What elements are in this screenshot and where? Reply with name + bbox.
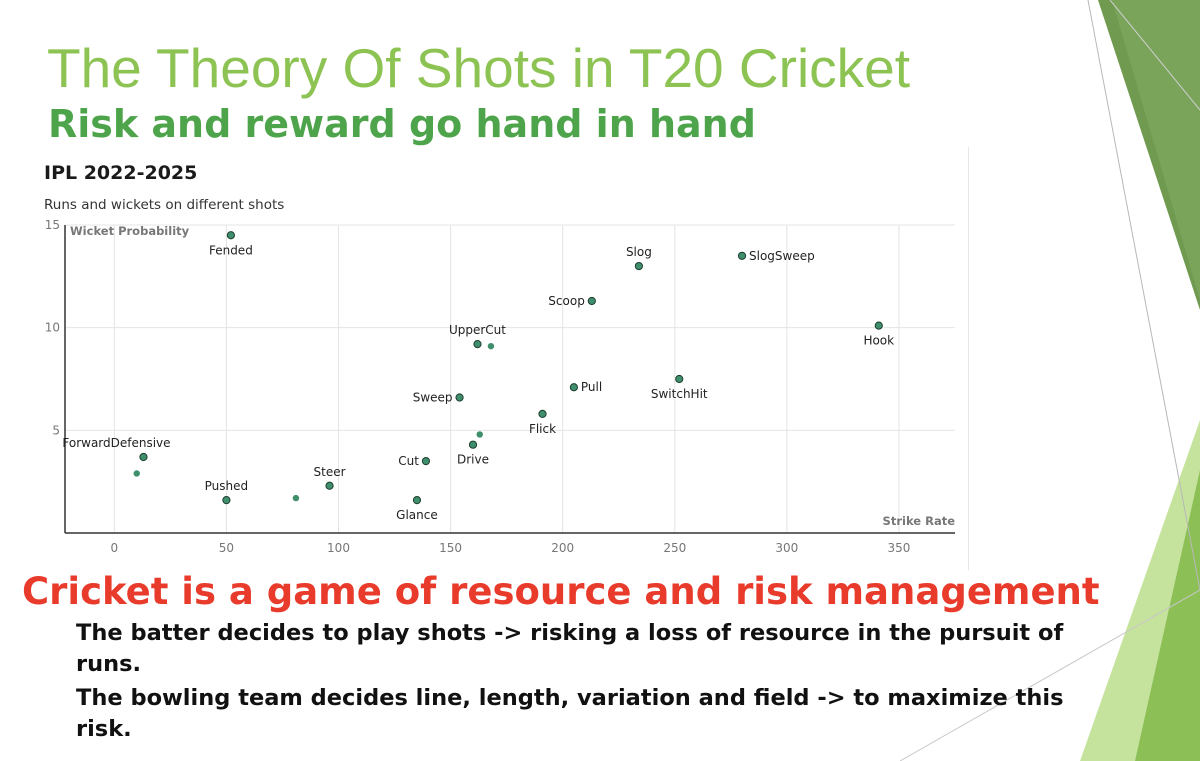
point-label: Drive xyxy=(457,453,489,467)
data-point xyxy=(325,481,334,490)
x-tick-label: 350 xyxy=(888,541,911,555)
headline: Cricket is a game of resource and risk m… xyxy=(22,570,1100,613)
y-axis-label: Wicket Probability xyxy=(70,224,190,238)
point-label: Flick xyxy=(529,422,556,436)
point-label: Steer xyxy=(314,465,346,479)
data-point xyxy=(421,457,431,466)
x-tick-label: 50 xyxy=(219,541,234,555)
chart-svg: IPL 2022-2025 Runs and wickets on differ… xyxy=(44,162,956,555)
data-point xyxy=(139,452,148,462)
decor-line xyxy=(1087,0,1200,591)
point-label: SwitchHit xyxy=(651,387,708,401)
data-point-unlabeled xyxy=(487,342,495,350)
slide-subtitle: Risk and reward go hand in hand xyxy=(48,102,756,146)
chart-grid xyxy=(65,224,955,533)
x-tick-label: 200 xyxy=(551,541,574,555)
data-point xyxy=(473,339,482,349)
chart-subtitle: Runs and wickets on different shots xyxy=(44,197,284,213)
data-point xyxy=(455,393,464,402)
slide-title: The Theory Of Shots in T20 Cricket xyxy=(47,37,911,99)
data-point-unlabeled xyxy=(476,431,483,438)
point-label: Slog xyxy=(626,245,652,259)
x-tick-label: 100 xyxy=(327,541,350,555)
y-tick-label: 10 xyxy=(45,321,60,335)
data-point-unlabeled xyxy=(292,494,300,502)
data-point xyxy=(226,231,235,240)
y-tick-label: 15 xyxy=(45,218,60,232)
y-tick-label: 5 xyxy=(52,423,60,437)
paragraph-batter: The batter decides to play shots -> risk… xyxy=(76,620,1064,677)
x-axis-label: Strike Rate xyxy=(883,514,956,528)
point-label: ForwardDefensive xyxy=(62,436,170,450)
chart-title: IPL 2022-2025 xyxy=(44,162,197,184)
decor-line xyxy=(899,589,1200,761)
data-point xyxy=(569,383,578,392)
data-point xyxy=(412,496,422,505)
data-point xyxy=(737,251,747,260)
point-label: SlogSweep xyxy=(749,249,815,263)
point-label: Pull xyxy=(581,380,602,394)
point-label: Hook xyxy=(863,334,894,348)
decor-line xyxy=(1109,0,1200,111)
x-tick-label: 300 xyxy=(775,541,798,555)
data-point xyxy=(468,440,478,449)
x-tick-label: 250 xyxy=(663,541,686,555)
point-label: Pushed xyxy=(205,479,249,493)
paragraph-bowling: The bowling team decides line, length, v… xyxy=(76,685,1064,742)
point-label: Glance xyxy=(396,508,438,522)
scatter-chart: IPL 2022-2025 Runs and wickets on differ… xyxy=(30,147,969,570)
data-point xyxy=(538,409,547,419)
data-point-unlabeled xyxy=(133,470,140,477)
point-label: Cut xyxy=(398,454,419,468)
data-point xyxy=(874,321,883,330)
data-point xyxy=(675,374,684,384)
decor-dark-shape xyxy=(1112,0,1200,300)
chart-points: Fended Slog SlogSweep Scoop Hook UpperCut Swit… xyxy=(62,231,894,522)
point-label: Scoop xyxy=(548,294,585,308)
data-point xyxy=(222,496,231,505)
chart-axes: 0 50 100 150 200 250 300 350 5 10 15 xyxy=(45,218,955,555)
point-label: Fended xyxy=(209,243,253,257)
data-point xyxy=(634,261,644,271)
x-tick-label: 150 xyxy=(439,541,462,555)
point-label: UpperCut xyxy=(449,323,506,337)
decor-mid-band xyxy=(1135,470,1200,761)
point-label: Sweep xyxy=(413,390,453,404)
x-tick-label: 0 xyxy=(110,541,118,555)
data-point xyxy=(587,296,596,306)
